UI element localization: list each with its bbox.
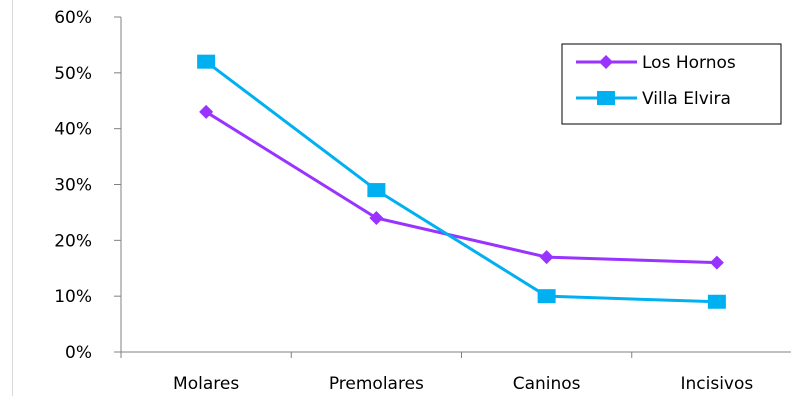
chart-series <box>197 54 726 309</box>
legend-box <box>561 43 782 125</box>
x-tick-label: Incisivos <box>680 374 753 394</box>
x-tick-label: Molares <box>173 374 239 394</box>
legend-entry: Villa Elvira <box>576 89 731 109</box>
legend-label: Los Hornos <box>642 53 736 73</box>
data-point <box>707 294 726 309</box>
chart-legend: Los Hornos Villa Elvira <box>561 43 782 125</box>
data-point <box>369 211 384 225</box>
series-line <box>205 110 717 265</box>
y-tick-label: 30% <box>54 176 92 196</box>
legend-marker <box>599 55 613 69</box>
y-tick-label: 40% <box>54 120 92 140</box>
y-tick-label: 20% <box>54 231 92 251</box>
y-tick-label: 60% <box>54 8 92 28</box>
data-point <box>537 289 556 304</box>
x-axis-ticks: Molares Premolares Caninos Incisivos <box>120 352 753 394</box>
y-tick-label: 0% <box>65 343 92 363</box>
series-2 <box>197 54 726 309</box>
y-tick-label: 50% <box>54 64 92 84</box>
series-1 <box>199 104 724 270</box>
x-tick-label: Premolares <box>329 374 424 394</box>
data-point <box>539 250 554 265</box>
y-axis-ticks: 0% 10% 20% 30% 40% 50% 60% <box>54 8 121 363</box>
data-point <box>197 54 216 69</box>
legend-entry: Los Hornos <box>576 53 736 73</box>
legend-label: Villa Elvira <box>642 89 731 109</box>
data-point <box>199 104 214 119</box>
data-point <box>367 183 386 198</box>
data-point <box>709 255 724 270</box>
y-tick-label: 10% <box>54 287 92 307</box>
series-line <box>205 60 717 304</box>
panel-left-border <box>12 0 13 396</box>
legend-marker <box>597 91 615 105</box>
x-tick-label: Caninos <box>513 374 581 394</box>
